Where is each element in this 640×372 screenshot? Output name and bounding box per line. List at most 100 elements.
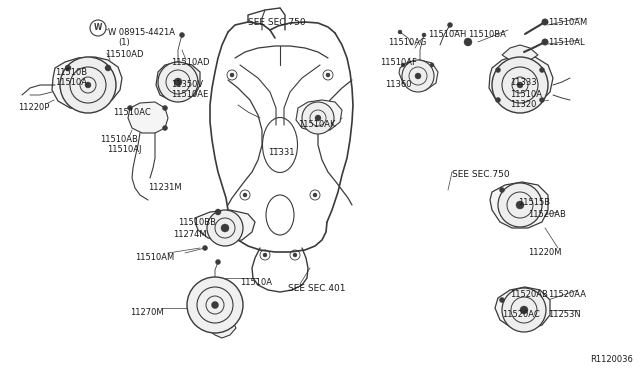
Circle shape <box>495 97 500 103</box>
Circle shape <box>430 63 434 67</box>
Circle shape <box>293 253 297 257</box>
Circle shape <box>447 22 452 28</box>
Circle shape <box>216 260 221 264</box>
Circle shape <box>499 187 504 192</box>
Circle shape <box>498 183 542 227</box>
Circle shape <box>516 201 524 209</box>
Circle shape <box>302 102 334 134</box>
Text: W: W <box>94 23 102 32</box>
Circle shape <box>542 19 548 25</box>
Circle shape <box>179 32 184 38</box>
Text: 11360: 11360 <box>385 80 412 89</box>
Text: 11510A: 11510A <box>510 90 542 99</box>
Text: 11510AD: 11510AD <box>171 58 209 67</box>
Text: 11274M: 11274M <box>173 230 207 239</box>
Circle shape <box>315 115 321 121</box>
Text: 11520AC: 11520AC <box>502 310 540 319</box>
Circle shape <box>202 246 207 250</box>
Text: 11510AE: 11510AE <box>171 90 208 99</box>
Circle shape <box>402 60 434 92</box>
Circle shape <box>221 224 229 232</box>
Circle shape <box>243 193 247 197</box>
Text: SEE SEC.750: SEE SEC.750 <box>452 170 509 179</box>
Polygon shape <box>52 57 122 110</box>
Text: 11510AB: 11510AB <box>100 135 138 144</box>
Polygon shape <box>128 102 168 133</box>
Polygon shape <box>399 60 438 90</box>
Circle shape <box>65 65 71 71</box>
Text: 11510AH: 11510AH <box>428 30 467 39</box>
Text: 11510AM: 11510AM <box>135 253 174 262</box>
Polygon shape <box>490 182 548 228</box>
Text: 11515B: 11515B <box>518 198 550 207</box>
Text: 11520AB: 11520AB <box>510 290 548 299</box>
Circle shape <box>263 253 267 257</box>
Polygon shape <box>156 62 200 100</box>
Circle shape <box>520 306 528 314</box>
Text: 11220P: 11220P <box>18 103 49 112</box>
Polygon shape <box>489 55 553 108</box>
Text: 11510A: 11510A <box>240 278 272 287</box>
Polygon shape <box>495 287 550 330</box>
Circle shape <box>464 38 472 46</box>
Text: 11510AF: 11510AF <box>380 58 417 67</box>
Text: 11510BB: 11510BB <box>178 218 216 227</box>
Text: 11510AC: 11510AC <box>113 108 151 117</box>
Circle shape <box>127 106 132 110</box>
Text: 11510B: 11510B <box>55 68 87 77</box>
Circle shape <box>495 67 500 73</box>
Text: 11253N: 11253N <box>548 310 580 319</box>
Circle shape <box>540 97 545 103</box>
Circle shape <box>401 63 405 67</box>
Text: 11231M: 11231M <box>148 183 182 192</box>
Text: W 08915-4421A: W 08915-4421A <box>108 28 175 37</box>
Text: 11270M: 11270M <box>130 308 164 317</box>
Polygon shape <box>195 210 255 242</box>
Circle shape <box>105 65 111 71</box>
Circle shape <box>422 33 426 37</box>
Circle shape <box>326 73 330 77</box>
Circle shape <box>230 73 234 77</box>
Text: 11510BA: 11510BA <box>468 30 506 39</box>
Text: 11510AD: 11510AD <box>105 50 143 59</box>
Circle shape <box>174 78 182 86</box>
Circle shape <box>517 82 523 88</box>
Text: 11520AA: 11520AA <box>548 290 586 299</box>
Circle shape <box>90 20 106 36</box>
Circle shape <box>313 193 317 197</box>
Text: 11331: 11331 <box>268 148 294 157</box>
Circle shape <box>499 298 504 302</box>
Text: 11520AB: 11520AB <box>528 210 566 219</box>
Circle shape <box>85 82 91 88</box>
Circle shape <box>540 67 545 73</box>
Circle shape <box>163 125 168 131</box>
Text: 11333: 11333 <box>510 78 536 87</box>
Polygon shape <box>502 45 538 62</box>
Text: R1120036: R1120036 <box>590 355 633 364</box>
Text: 11220M: 11220M <box>528 248 561 257</box>
Text: 11510AG: 11510AG <box>388 38 426 47</box>
Circle shape <box>415 73 421 79</box>
Text: 11510AM: 11510AM <box>548 18 588 27</box>
Text: SEE SEC.750: SEE SEC.750 <box>248 18 306 27</box>
Circle shape <box>211 301 218 308</box>
Circle shape <box>163 106 168 110</box>
Text: 11350V: 11350V <box>171 80 203 89</box>
Circle shape <box>60 57 116 113</box>
Text: 11510AJ: 11510AJ <box>107 145 141 154</box>
Circle shape <box>502 288 546 332</box>
Circle shape <box>187 277 243 333</box>
Circle shape <box>215 209 221 215</box>
Circle shape <box>492 57 548 113</box>
Circle shape <box>542 39 548 45</box>
Circle shape <box>158 62 198 102</box>
Text: (1): (1) <box>118 38 130 47</box>
Text: 11510AK: 11510AK <box>298 120 335 129</box>
Circle shape <box>207 210 243 246</box>
Text: 11510AL: 11510AL <box>548 38 584 47</box>
Circle shape <box>398 30 402 34</box>
Polygon shape <box>296 100 342 132</box>
Polygon shape <box>200 315 236 338</box>
Text: 11320: 11320 <box>510 100 536 109</box>
Text: SEE SEC.401: SEE SEC.401 <box>288 284 346 293</box>
